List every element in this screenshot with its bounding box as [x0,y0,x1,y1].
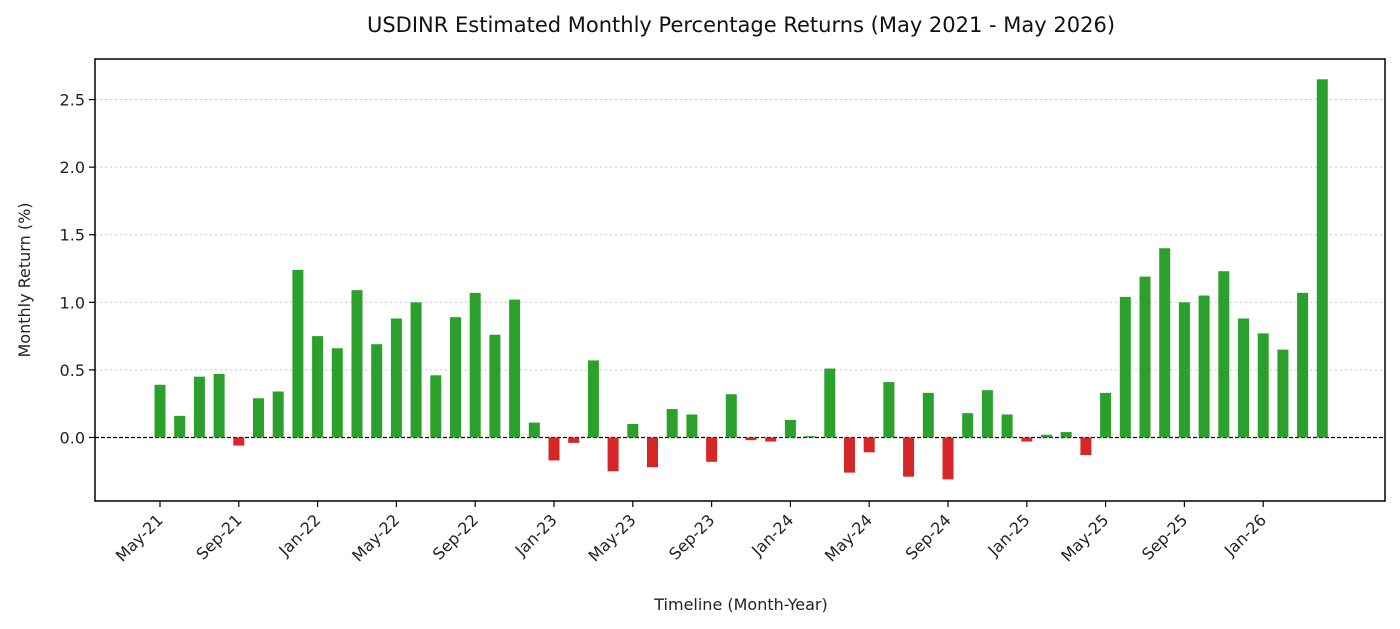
y-tick-label: 0.5 [60,361,85,380]
bar-2022-03 [351,290,363,438]
bar-2025-09 [1178,302,1190,438]
bar-2023-11 [745,437,757,441]
bar-2022-09 [469,292,481,438]
bar-2024-10 [962,413,974,438]
bars [154,79,1328,480]
bar-2021-05 [154,384,166,438]
x-tick-label: Jan-26 [1220,510,1270,560]
bar-2022-08 [450,317,461,438]
bar-2022-04 [371,344,383,438]
bar-2024-04 [844,437,855,473]
x-tick-label: Jan-23 [511,510,561,560]
bar-2025-12 [1238,318,1249,438]
bar-2024-06 [883,382,895,438]
y-axis-label: Monthly Return (%) [15,202,34,357]
y-axis: 0.0 0.5 1.0 1.5 2.0 2.5 [60,91,95,447]
y-tick-label: 0.0 [60,428,85,447]
x-tick-label: May-21 [112,510,167,565]
bar-2025-05 [1100,392,1112,438]
x-axis: May-21 Sep-21 Jan-22 May-22 Sep-22 Jan-23 May-… [112,501,1270,566]
x-tick-label: Sep-23 [665,510,718,563]
bar-2026-04 [1316,79,1328,438]
x-tick-label: May-25 [1057,510,1112,565]
bar-2023-12 [765,437,777,442]
x-tick-label: May-23 [585,510,640,565]
bar-2023-10 [725,394,737,438]
x-tick-label: May-24 [821,510,876,565]
bar-2025-07 [1139,276,1151,438]
bar-2026-02 [1277,349,1289,438]
bar-2024-09 [942,437,954,480]
bar-2022-12 [528,422,540,438]
bar-2022-06 [410,302,422,438]
bar-2021-08 [213,373,225,438]
x-tick-label: Jan-25 [984,510,1034,560]
bar-2022-02 [331,348,343,438]
x-tick-label: May-22 [348,510,403,565]
bar-2022-01 [312,336,324,438]
x-tick-label: Sep-21 [192,510,245,563]
x-tick-label: Sep-24 [902,510,955,563]
bar-2023-03 [587,360,599,438]
bar-2024-05 [863,437,875,453]
x-tick-label: Jan-22 [274,510,324,560]
bar-2022-05 [390,318,402,438]
bar-2021-07 [193,376,205,438]
bar-2024-03 [824,368,836,438]
y-tick-label: 1.0 [60,293,85,312]
bar-2023-07 [666,409,678,438]
bar-2023-01 [548,437,560,461]
bar-2024-02 [804,436,816,438]
bar-2021-10 [253,398,264,438]
bar-2025-06 [1119,296,1131,438]
bar-2022-10 [489,334,501,438]
bar-2025-10 [1198,295,1210,438]
bar-2021-12 [292,269,304,438]
x-axis-label: Timeline (Month-Year) [653,595,828,614]
y-tick-label: 2.0 [60,158,85,177]
bar-2023-02 [568,437,580,443]
bar-2024-11 [981,390,993,438]
bar-2021-11 [272,391,284,438]
bar-2024-01 [784,419,796,438]
bar-2021-06 [174,415,186,438]
plot-frame [94,58,1386,502]
bar-2025-03 [1060,432,1072,438]
bar-2024-07 [903,437,915,477]
bar-2023-04 [607,437,619,472]
bar-2025-04 [1080,437,1092,456]
bar-2022-07 [430,375,442,438]
x-tick-label: Sep-22 [429,510,482,563]
y-tick-label: 1.5 [60,226,85,245]
chart-title: USDINR Estimated Monthly Percentage Retu… [367,13,1115,37]
bar-2025-01 [1021,437,1033,442]
bar-2023-08 [686,414,698,438]
bar-2024-08 [922,392,934,438]
bar-2023-05 [627,423,639,438]
plot-area [95,59,1385,501]
bar-2025-02 [1041,434,1052,438]
bar-2026-01 [1257,333,1269,438]
bar-2025-08 [1159,248,1171,438]
bar-2023-06 [647,437,658,468]
bar-2026-03 [1297,292,1309,438]
x-tick-label: Sep-25 [1138,510,1191,563]
y-tick-label: 2.5 [60,91,85,110]
bar-2024-12 [1001,414,1013,438]
x-tick-label: Jan-24 [747,510,797,560]
bar-2021-09 [233,437,245,446]
bar-2022-11 [509,299,521,438]
bar-2025-11 [1218,271,1230,438]
bar-2023-09 [706,437,718,462]
